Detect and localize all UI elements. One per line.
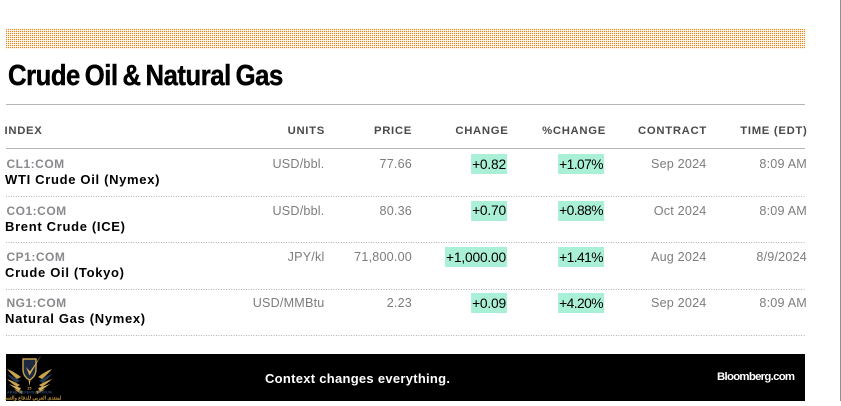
svg-text:ARAB DEFENSE FORUM: ARAB DEFENSE FORUM — [7, 391, 52, 395]
svg-text:المنتدى العربي للدفاع والتسليح: المنتدى العربي للدفاع والتسليح — [5, 396, 61, 402]
svg-text:25: 25 — [28, 387, 32, 391]
